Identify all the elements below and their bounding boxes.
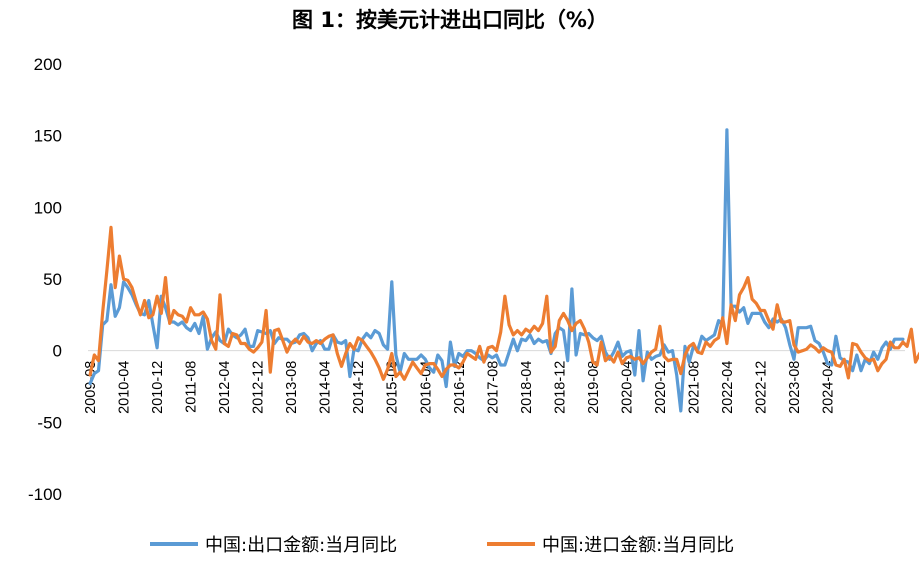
x-tick-label: 2012-04 [217, 361, 233, 414]
y-tick-label: -50 [37, 413, 62, 432]
y-tick-label: 200 [34, 55, 62, 74]
x-tick-label: 2014-12 [351, 361, 367, 414]
x-tick-label: 2018-12 [552, 361, 568, 414]
x-tick-label: 2016-12 [452, 361, 468, 414]
y-tick-label: 100 [34, 198, 62, 217]
x-tick-label: 2021-08 [686, 361, 702, 414]
x-axis: 2009-08 2010-04 2010-12 2011-08 2012-04 2012-… [83, 361, 836, 414]
y-tick-label: 50 [43, 270, 62, 289]
x-tick-label: 2010-12 [150, 361, 166, 414]
x-tick-label: 2023-08 [787, 361, 803, 414]
x-tick-label: 2019-08 [586, 361, 602, 414]
x-tick-label: 2022-04 [720, 361, 736, 414]
y-tick-label: -100 [28, 485, 62, 504]
x-tick-label: 2020-04 [619, 361, 635, 414]
x-tick-label: 2012-12 [251, 361, 267, 414]
x-tick-label: 2010-04 [117, 361, 133, 414]
y-tick-label: 0 [53, 342, 62, 361]
x-tick-label: 2013-08 [284, 361, 300, 414]
legend-label: 中国:出口金额:当月同比 [205, 535, 397, 556]
legend-label: 中国:进口金额:当月同比 [542, 535, 734, 556]
x-tick-label: 2017-08 [485, 361, 501, 414]
y-tick-label: 150 [34, 127, 62, 146]
x-tick-label: 2011-08 [184, 361, 200, 413]
x-tick-label: 2014-04 [318, 361, 334, 414]
x-tick-label: 2022-12 [753, 361, 769, 414]
series-line-1 [88, 128, 905, 413]
y-axis: -100 -50 0 50 100 150 200 [28, 55, 62, 504]
x-tick-label: 2020-12 [653, 361, 669, 414]
chart-title: 图 1：按美元计进出口同比（%） [292, 8, 608, 32]
legend: 中国:出口金额:当月同比 中国:进口金额:当月同比 [150, 535, 734, 556]
x-tick-label: 2018-04 [519, 361, 535, 414]
plot-area [88, 128, 919, 413]
series-line-2 [88, 225, 919, 381]
x-tick-label: 2024-04 [820, 361, 836, 414]
